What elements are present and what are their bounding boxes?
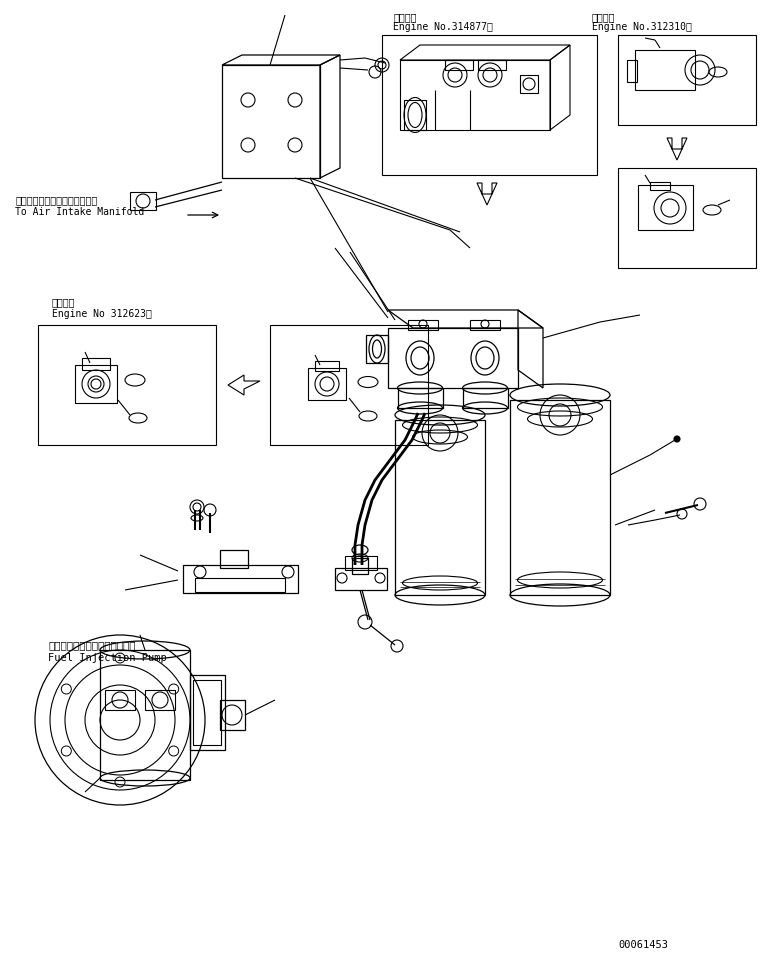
Bar — [352, 558, 368, 574]
Bar — [400, 60, 550, 130]
Text: 適用号機: 適用号機 — [52, 297, 76, 307]
Bar — [100, 650, 190, 780]
Text: フェルインジェクションポンプ: フェルインジェクションポンプ — [48, 640, 136, 650]
Bar — [404, 100, 426, 130]
Bar — [398, 388, 443, 408]
Bar — [270, 325, 428, 445]
Bar — [618, 168, 756, 268]
Bar — [308, 368, 346, 400]
Text: To Air Intake Manifold: To Air Intake Manifold — [15, 207, 144, 217]
Bar — [463, 388, 508, 408]
Bar — [193, 680, 221, 745]
Bar — [470, 320, 500, 330]
Bar — [520, 75, 538, 93]
Bar — [220, 550, 248, 568]
Bar — [190, 675, 225, 750]
Bar — [220, 700, 245, 730]
Bar — [478, 60, 506, 70]
Bar — [388, 328, 518, 388]
Bar — [145, 690, 175, 710]
Bar — [335, 568, 387, 590]
Bar — [445, 60, 473, 70]
Bar — [105, 690, 135, 710]
Bar — [315, 361, 339, 371]
Bar — [408, 320, 438, 330]
Bar — [618, 35, 756, 125]
Text: Fuel Injection Pump: Fuel Injection Pump — [48, 653, 167, 663]
Text: Engine No.312310～: Engine No.312310～ — [592, 22, 692, 32]
Text: 00061453: 00061453 — [618, 940, 668, 950]
Polygon shape — [228, 375, 260, 395]
Bar — [650, 182, 670, 190]
Text: Engine No 312623～: Engine No 312623～ — [52, 309, 152, 319]
Bar — [366, 335, 388, 363]
Bar — [75, 365, 117, 403]
Text: Engine No.314877～: Engine No.314877～ — [393, 22, 493, 32]
Bar — [395, 420, 485, 595]
Text: 適用号機: 適用号機 — [393, 12, 417, 22]
Polygon shape — [477, 183, 497, 205]
Bar — [635, 50, 695, 90]
Bar — [627, 60, 637, 82]
Bar — [382, 35, 597, 175]
Bar — [38, 325, 216, 445]
Bar — [638, 185, 693, 230]
Bar — [183, 565, 298, 593]
Bar — [510, 400, 610, 595]
Bar — [195, 578, 285, 592]
Bar — [345, 556, 377, 570]
Bar — [82, 358, 110, 370]
Bar — [130, 192, 156, 210]
Text: 適用号機: 適用号機 — [592, 12, 615, 22]
Circle shape — [674, 436, 680, 442]
Text: エアーインテークマニホルドヘ: エアーインテークマニホルドヘ — [15, 195, 97, 205]
Polygon shape — [667, 138, 687, 160]
